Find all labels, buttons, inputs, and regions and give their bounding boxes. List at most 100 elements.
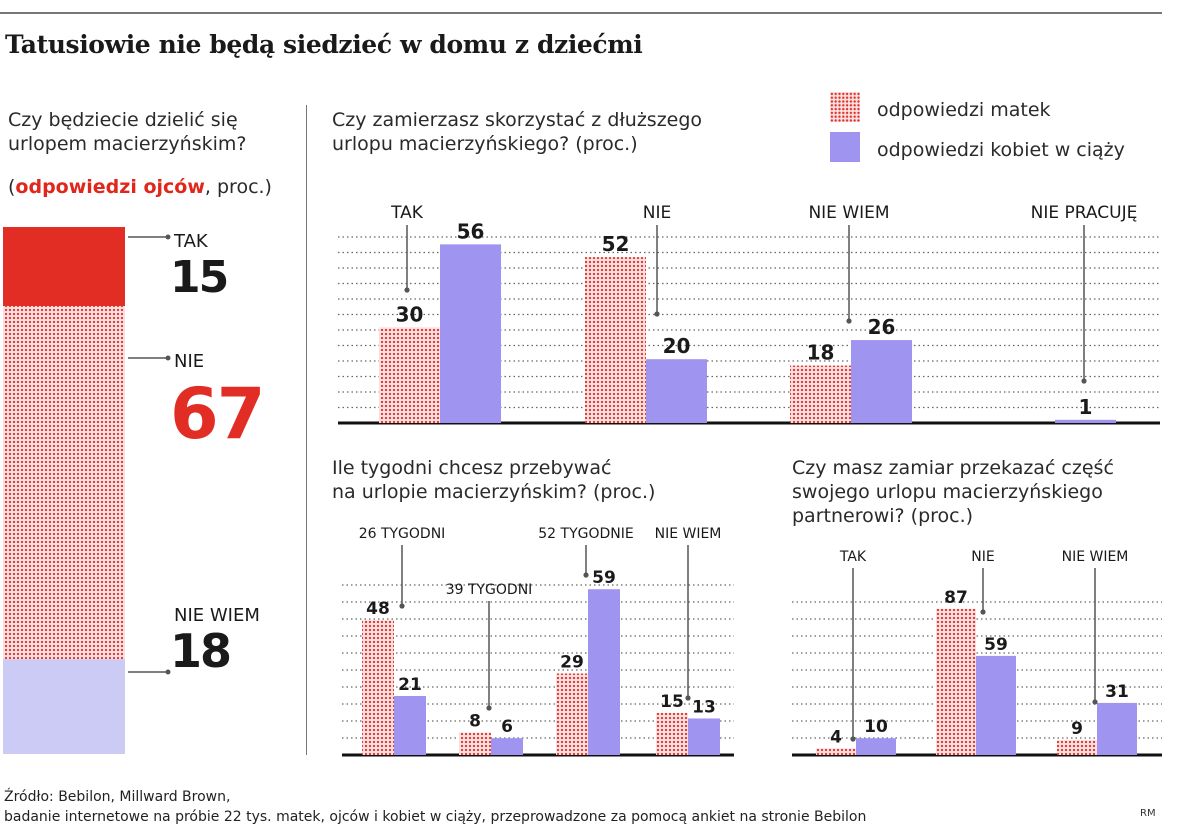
category-label-c1-3: NIE PRACUJĘ bbox=[1031, 203, 1138, 223]
value-mothers-c2-1: 8 bbox=[469, 712, 481, 732]
top-rule bbox=[0, 12, 1162, 14]
bar-mothers-c1-0 bbox=[379, 327, 440, 423]
fathers-label-0: TAK bbox=[173, 231, 209, 252]
category-leader-dot-c1-0 bbox=[404, 287, 410, 293]
bar-pregnant-c1-0 bbox=[440, 244, 501, 423]
fathers-label-2: NIE WIEM bbox=[174, 605, 260, 626]
bar-mothers-c2-1 bbox=[459, 732, 491, 755]
fathers-leader-dot-1 bbox=[165, 355, 171, 361]
value-pregnant-c3-2: 31 bbox=[1105, 682, 1129, 702]
category-label-c3-1: NIE bbox=[971, 549, 994, 565]
bar-pregnant-c2-0 bbox=[394, 695, 426, 755]
fathers-value-2: 18 bbox=[170, 624, 230, 678]
bar-pregnant-c3-2 bbox=[1097, 702, 1137, 755]
value-mothers-c3-1: 87 bbox=[944, 588, 968, 608]
bar-mothers-c1-1 bbox=[585, 257, 646, 423]
page-title: Tatusiowie nie będą siedzieć w domu z dz… bbox=[5, 30, 643, 59]
bar-pregnant-c3-1 bbox=[976, 655, 1016, 755]
fathers-subtitle: (odpowiedzi ojców, proc.) bbox=[8, 175, 272, 199]
category-label-c2-2: 52 TYGODNIE bbox=[538, 526, 633, 542]
bar-pregnant-c2-2 bbox=[588, 589, 620, 755]
fathers-leader-dot-0 bbox=[165, 234, 171, 240]
legend-label-mothers: odpowiedzi matek bbox=[877, 99, 1051, 121]
fathers-value-0: 15 bbox=[170, 252, 227, 303]
column-divider bbox=[306, 105, 307, 755]
value-pregnant-c3-1: 59 bbox=[984, 635, 1008, 655]
bar-mothers-c3-1 bbox=[936, 608, 976, 755]
category-label-c2-3: NIE WIEM bbox=[655, 526, 722, 542]
chart3-question-line2: swojego urlopu macierzyńskiego bbox=[792, 481, 1103, 503]
bar-pregnant-c3-0 bbox=[856, 738, 896, 755]
fathers-segment-1 bbox=[3, 306, 125, 660]
fathers-question: Czy będziecie dzielić się urlopem macier… bbox=[8, 108, 246, 156]
value-mothers-c1-1: 52 bbox=[602, 232, 630, 256]
fathers-segment-0 bbox=[3, 227, 125, 307]
credit: RM bbox=[1140, 808, 1156, 819]
value-pregnant-c1-3: 1 bbox=[1079, 395, 1093, 419]
bar-pregnant-c2-3 bbox=[688, 718, 720, 755]
category-leader-dot-c1-1 bbox=[654, 311, 660, 317]
bar-mothers-c3-2 bbox=[1057, 739, 1097, 755]
chart2-question-line2: na urlopie macierzyńskim? (proc.) bbox=[332, 481, 656, 503]
chart3-question-line3: partnerowi? (proc.) bbox=[792, 505, 974, 527]
category-leader-dot-c1-2 bbox=[846, 318, 852, 324]
category-label-c1-0: TAK bbox=[390, 203, 424, 223]
source-line1: Źródło: Bebilon, Millward Brown, bbox=[4, 789, 231, 805]
fathers-leader-dot-2 bbox=[165, 669, 171, 675]
bar-mothers-c2-2 bbox=[556, 673, 588, 755]
chart1-question: Czy zamierzasz skorzystać z dłuższego ur… bbox=[332, 108, 702, 156]
bar-mothers-c3-0 bbox=[816, 748, 856, 755]
value-mothers-c3-2: 9 bbox=[1071, 719, 1083, 739]
fathers-value-1: 67 bbox=[170, 373, 263, 455]
category-leader-dot-c3-0 bbox=[850, 736, 856, 742]
value-mothers-c2-2: 29 bbox=[560, 653, 584, 673]
fathers-segment-2 bbox=[3, 659, 125, 754]
category-label-c3-0: TAK bbox=[839, 549, 867, 565]
bar-mothers-c1-2 bbox=[790, 365, 851, 423]
value-pregnant-c1-2: 26 bbox=[868, 315, 896, 339]
category-label-c1-1: NIE bbox=[643, 203, 671, 223]
category-leader-dot-c1-3 bbox=[1081, 378, 1087, 384]
fathers-label-1: NIE bbox=[174, 351, 204, 372]
value-pregnant-c1-0: 56 bbox=[457, 219, 485, 243]
value-mothers-c2-3: 15 bbox=[660, 692, 684, 712]
category-leader-dot-c2-1 bbox=[486, 705, 492, 711]
chart3-question: Czy masz zamiar przekazać część swojego … bbox=[792, 456, 1114, 528]
fathers-question-line1: Czy będziecie dzielić się bbox=[8, 109, 238, 131]
bar-pregnant-c1-2 bbox=[851, 340, 912, 423]
bar-pregnant-c1-1 bbox=[646, 359, 707, 423]
category-leader-dot-c3-1 bbox=[980, 609, 986, 615]
value-pregnant-c2-2: 59 bbox=[592, 568, 616, 588]
source-note: Źródło: Bebilon, Millward Brown, badanie… bbox=[4, 787, 866, 827]
legend-swatch-pregnant bbox=[830, 132, 860, 162]
value-pregnant-c2-1: 6 bbox=[501, 717, 513, 737]
paren-rest: , proc.) bbox=[204, 176, 272, 198]
category-label-c3-2: NIE WIEM bbox=[1062, 549, 1129, 565]
chart2-question-line1: Ile tygodni chcesz przebywać bbox=[332, 457, 612, 479]
bar-mothers-c2-0 bbox=[362, 620, 394, 755]
bar-pregnant-c2-1 bbox=[491, 738, 523, 755]
category-label-c2-1: 39 TYGODNI bbox=[446, 582, 533, 598]
source-line2: badanie internetowe na próbie 22 tys. ma… bbox=[4, 809, 867, 825]
value-pregnant-c2-0: 21 bbox=[398, 675, 422, 695]
value-mothers-c1-0: 30 bbox=[396, 302, 424, 326]
chart2-question: Ile tygodni chcesz przebywać na urlopie … bbox=[332, 456, 655, 504]
value-mothers-c3-0: 4 bbox=[830, 727, 842, 747]
value-pregnant-c3-0: 10 bbox=[864, 717, 888, 737]
chart1-question-line2: urlopu macierzyńskiego? (proc.) bbox=[332, 133, 638, 155]
bar-pregnant-c1-3 bbox=[1055, 419, 1116, 423]
value-mothers-c1-2: 18 bbox=[807, 341, 835, 365]
paren-open: ( bbox=[8, 176, 16, 198]
legend-label-pregnant: odpowiedzi kobiet w ciąży bbox=[877, 139, 1125, 161]
chart1-question-line1: Czy zamierzasz skorzystać z dłuższego bbox=[332, 109, 703, 131]
category-label-c1-2: NIE WIEM bbox=[808, 203, 889, 223]
category-leader-dot-c2-3 bbox=[685, 695, 691, 701]
category-leader-dot-c2-0 bbox=[399, 603, 405, 609]
fathers-question-line2: urlopem macierzyńskim? bbox=[8, 133, 247, 155]
legend-swatch-mothers bbox=[830, 92, 860, 122]
value-pregnant-c2-3: 13 bbox=[692, 697, 716, 717]
chart3-question-line1: Czy masz zamiar przekazać część bbox=[792, 457, 1114, 479]
value-pregnant-c1-1: 20 bbox=[663, 334, 691, 358]
value-mothers-c2-0: 48 bbox=[366, 599, 390, 619]
category-leader-dot-c2-2 bbox=[583, 572, 589, 578]
